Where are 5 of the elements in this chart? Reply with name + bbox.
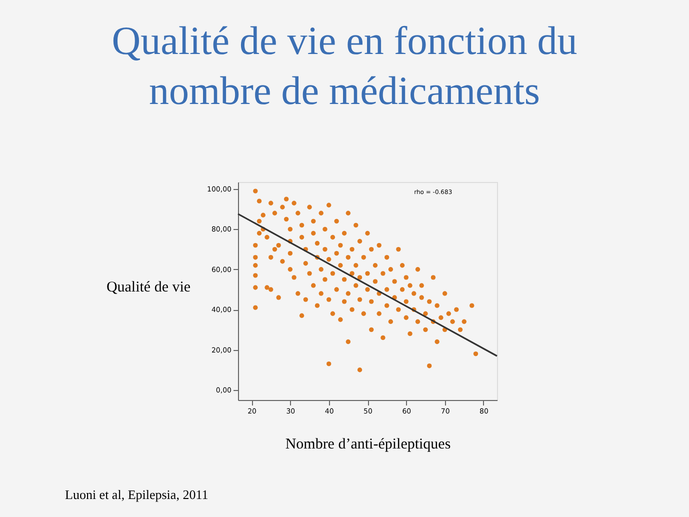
y-axis-title: Qualité de vie	[106, 280, 191, 296]
x-axis-title: Nombre d’anti-épileptiques	[285, 436, 451, 452]
text: nombre de médicaments	[149, 68, 540, 113]
text: Qualité de vie en fonction du	[112, 18, 578, 63]
text: Luoni et al, Epilepsia, 2011	[65, 487, 208, 502]
